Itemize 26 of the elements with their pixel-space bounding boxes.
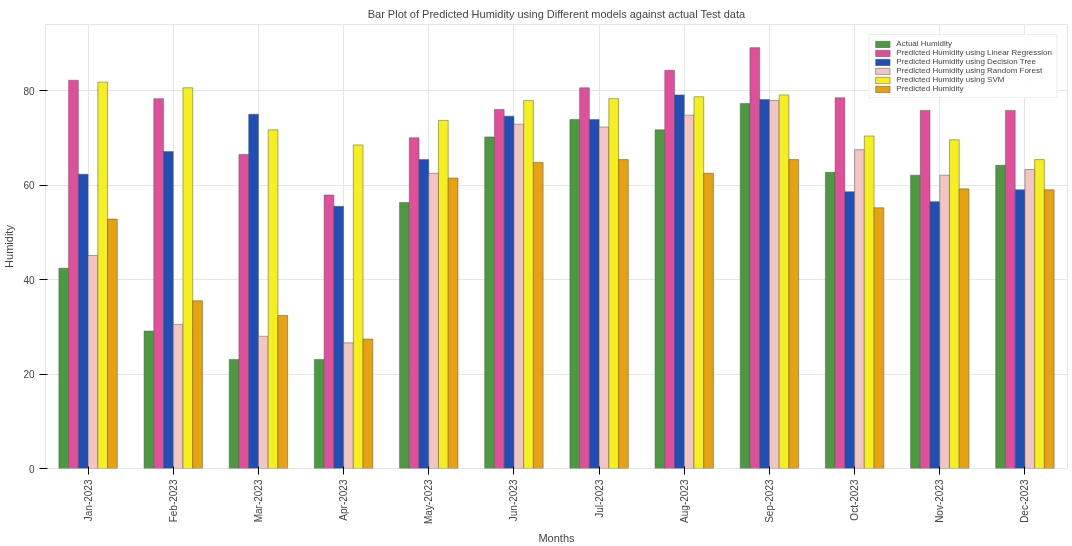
x-tick-label: May-2023 <box>423 479 435 524</box>
legend-label: Predicted Humidity <box>896 84 964 93</box>
x-tick-label: Jun-2023 <box>508 479 520 522</box>
y-axis-title: Humidity <box>3 224 16 268</box>
x-tick-label: Feb-2023 <box>167 479 179 523</box>
x-tick-label: Mar-2023 <box>252 479 264 523</box>
x-tick-label: Dec-2023 <box>1019 479 1031 523</box>
x-tick-label: Jan-2023 <box>82 479 94 522</box>
y-tick-label: 80 <box>23 85 35 97</box>
x-axis-title: Months <box>538 531 576 544</box>
x-tick-label: Sep-2023 <box>763 479 775 523</box>
legend-label: Actual Humidity <box>896 39 952 48</box>
x-tick-label: Aug-2023 <box>678 479 690 523</box>
legend-label: Predicted Humidity using Decision Tree <box>896 57 1036 66</box>
chart-title: Bar Plot of Predicted Humidity using Different models against actual Test data <box>367 7 747 20</box>
legend-label: Predicted Humidity using SVM <box>896 75 1005 84</box>
x-tick-label: Jul-2023 <box>593 479 605 518</box>
y-tick-label: 60 <box>23 180 35 192</box>
legend-label: Predicted Humidity using Linear Regression <box>896 48 1052 57</box>
y-tick-label: 0 <box>28 463 35 475</box>
y-tick-label: 20 <box>23 369 35 381</box>
legend-label: Predicted Humidity using Random Forest <box>896 66 1043 75</box>
x-tick-label: Apr-2023 <box>338 479 350 521</box>
x-tick-label: Nov-2023 <box>934 479 946 523</box>
y-tick-label: 40 <box>23 274 35 286</box>
x-tick-label: Oct-2023 <box>849 479 861 521</box>
